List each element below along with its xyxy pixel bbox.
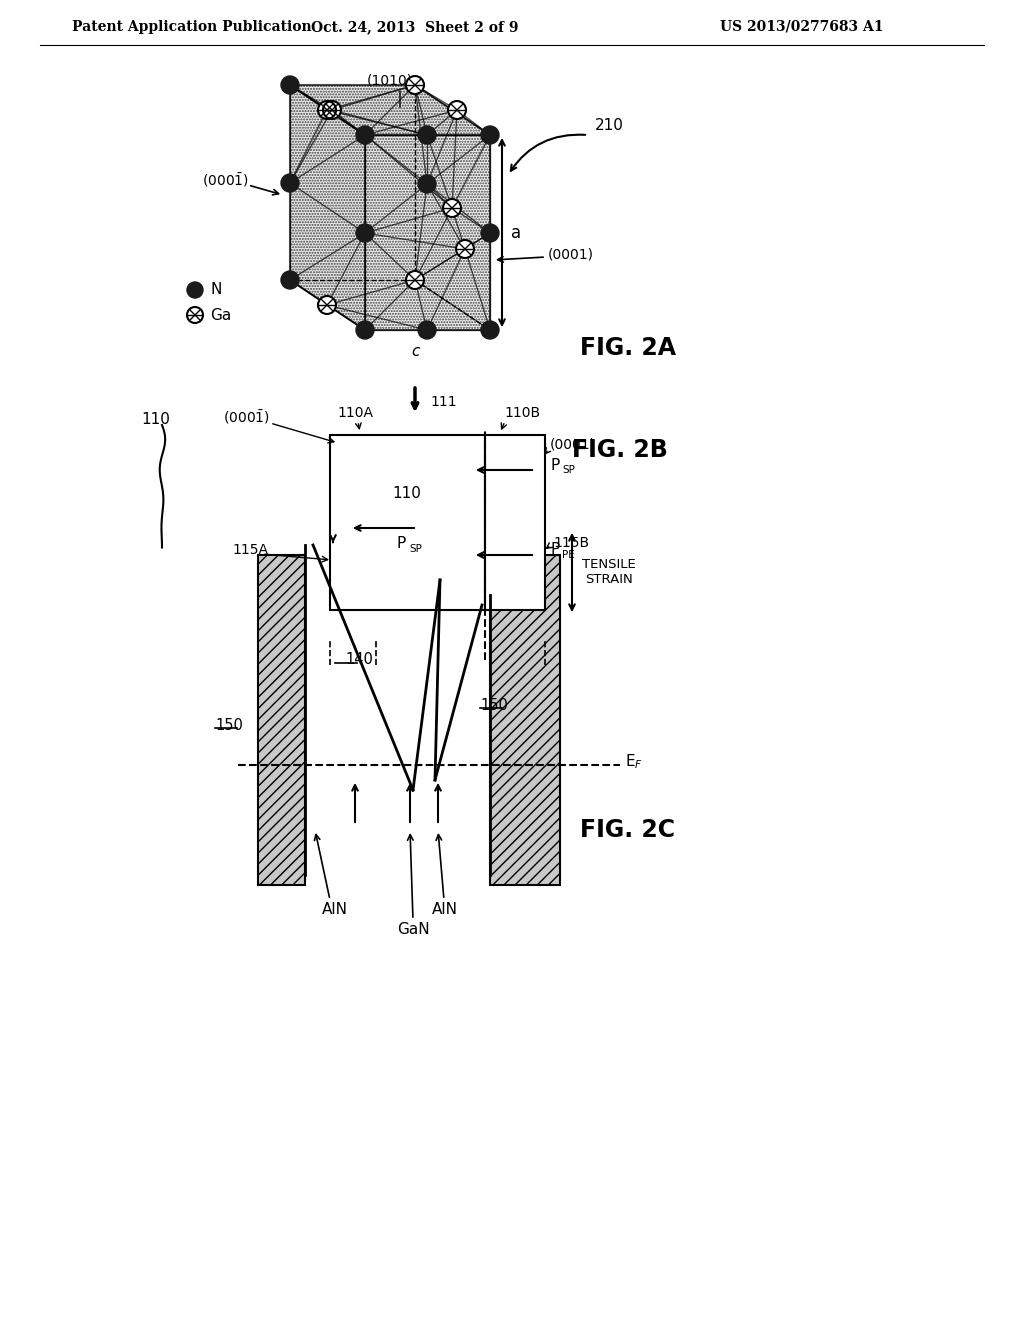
Text: (000$\bar{1}$): (000$\bar{1}$) <box>223 408 270 426</box>
Text: Patent Application Publication: Patent Application Publication <box>72 20 311 34</box>
Circle shape <box>481 321 499 339</box>
Text: 140: 140 <box>345 652 373 668</box>
Text: N: N <box>210 282 221 297</box>
Circle shape <box>456 240 474 257</box>
Text: FIG. 2B: FIG. 2B <box>572 438 668 462</box>
Text: a: a <box>511 224 521 242</box>
Text: E$_F$: E$_F$ <box>625 752 643 771</box>
Text: 115B: 115B <box>553 536 589 550</box>
Polygon shape <box>290 84 490 135</box>
Text: PE: PE <box>562 550 574 560</box>
Bar <box>258 554 305 884</box>
Text: 110: 110 <box>141 412 170 428</box>
Text: 210: 210 <box>595 117 624 132</box>
Bar <box>490 554 560 884</box>
Text: (0001): (0001) <box>548 248 594 261</box>
Text: Ga: Ga <box>210 308 231 322</box>
Circle shape <box>318 296 336 314</box>
Circle shape <box>281 77 299 94</box>
Text: 111: 111 <box>430 395 457 409</box>
Circle shape <box>449 102 466 119</box>
Circle shape <box>356 224 374 242</box>
Circle shape <box>443 199 461 216</box>
Text: US 2013/0277683 A1: US 2013/0277683 A1 <box>720 20 884 34</box>
Text: AlN: AlN <box>432 903 458 917</box>
Circle shape <box>281 271 299 289</box>
Polygon shape <box>365 135 490 330</box>
Circle shape <box>187 282 203 298</box>
Text: AlN: AlN <box>322 903 348 917</box>
Text: 110: 110 <box>392 487 422 502</box>
Circle shape <box>406 77 424 94</box>
Circle shape <box>418 321 436 339</box>
Bar <box>485 436 545 610</box>
Circle shape <box>281 174 299 191</box>
Text: 150: 150 <box>215 718 243 733</box>
Text: Oct. 24, 2013  Sheet 2 of 9: Oct. 24, 2013 Sheet 2 of 9 <box>311 20 519 34</box>
Circle shape <box>418 125 436 144</box>
Bar <box>330 436 485 610</box>
Circle shape <box>187 308 203 323</box>
Circle shape <box>481 224 499 242</box>
Circle shape <box>323 102 341 119</box>
Text: SP: SP <box>409 544 422 554</box>
Circle shape <box>356 125 374 144</box>
Text: 110B: 110B <box>505 407 541 420</box>
Circle shape <box>406 271 424 289</box>
Text: (0001): (0001) <box>550 438 596 451</box>
Text: (1010): (1010) <box>367 73 413 87</box>
Text: 110A: 110A <box>337 407 373 420</box>
Text: 150: 150 <box>480 697 508 713</box>
Text: GaN: GaN <box>396 923 429 937</box>
Text: P: P <box>550 458 559 473</box>
Text: 115A: 115A <box>232 543 268 557</box>
Text: P: P <box>550 543 559 557</box>
Circle shape <box>318 102 336 119</box>
Circle shape <box>481 125 499 144</box>
Text: P: P <box>397 536 407 552</box>
Text: SP: SP <box>562 465 574 475</box>
Circle shape <box>418 176 436 193</box>
Polygon shape <box>290 84 365 330</box>
Text: TENSILE
STRAIN: TENSILE STRAIN <box>582 558 636 586</box>
Text: FIG. 2A: FIG. 2A <box>580 337 676 360</box>
Text: (000$\bar{1}$): (000$\bar{1}$) <box>202 172 249 189</box>
Text: c: c <box>411 345 419 359</box>
Text: FIG. 2C: FIG. 2C <box>580 818 675 842</box>
Circle shape <box>356 321 374 339</box>
